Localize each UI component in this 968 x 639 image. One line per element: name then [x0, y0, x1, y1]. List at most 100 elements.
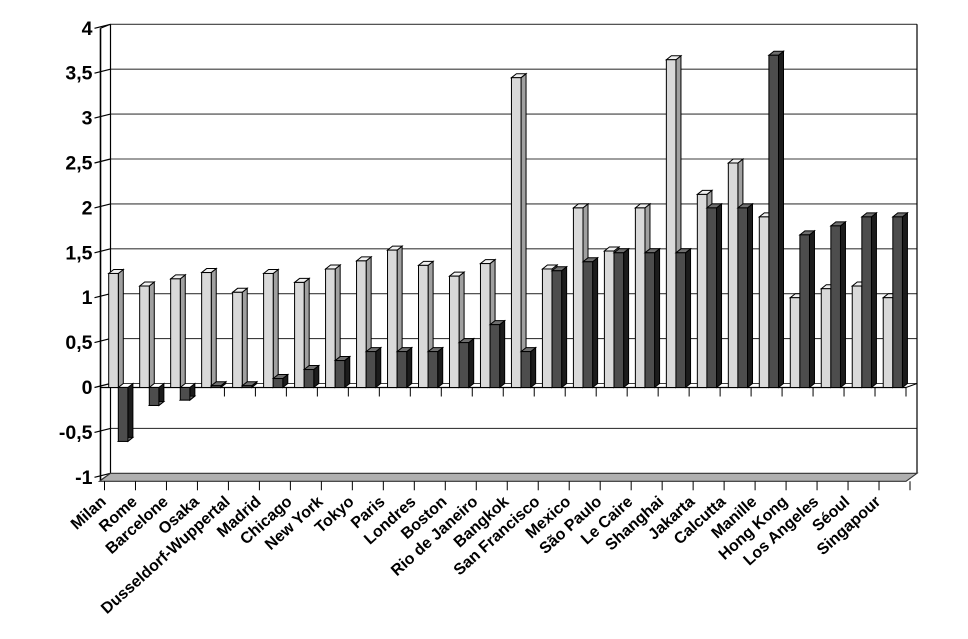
bar-dark-gray-londres-face — [437, 346, 444, 389]
bar-dark-gray-tokyo-face — [375, 346, 382, 389]
y-label-8: 0 — [82, 377, 93, 399]
bar-dark-gray-le-caire-face — [654, 247, 661, 389]
y-tick-4 — [94, 203, 111, 209]
bar-dark-gray-manille — [767, 50, 785, 389]
bar-dark-gray-jakarta — [705, 202, 723, 389]
bar-light-gray-dusseldorf-wuppertal-face — [241, 287, 248, 389]
bar-light-gray-los-angeles-front — [820, 288, 832, 388]
bar-light-gray-san-francisco-front — [541, 268, 553, 388]
bar-dark-gray-shanghai — [674, 247, 692, 389]
bar-light-gray-osaka-front — [201, 272, 212, 388]
bar-dark-gray-rome — [147, 382, 166, 407]
bar-light-gray-milan-face — [117, 268, 124, 389]
bar-dark-gray-san-francisco — [550, 265, 569, 389]
bar-light-gray-hong-kong-front — [789, 297, 801, 389]
bar-dark-gray-mexico-face — [592, 256, 599, 389]
bar-dark-gray-tokyo — [364, 346, 383, 389]
bar-dark-gray-bangkok-front — [520, 351, 532, 388]
bar-dark-gray-rome-front — [148, 387, 160, 406]
bar-light-gray-manille-front — [758, 216, 770, 388]
bar-dark-gray-chicago — [302, 364, 321, 389]
bar-dark-gray-bangkok-face — [530, 346, 537, 389]
bar-light-gray-boston-front — [448, 275, 460, 389]
bar-light-gray-jakarta-front — [696, 193, 708, 388]
bar-dark-gray-san-francisco-face — [561, 265, 568, 389]
bar-light-gray-chicago-front — [294, 281, 305, 388]
bar-light-gray-osaka — [200, 267, 218, 389]
bar-dark-gray-milan-face — [127, 382, 134, 443]
bar-light-gray-bangkok-face — [520, 72, 527, 389]
bar-light-gray-rome-front — [139, 285, 150, 388]
bar-light-gray-osaka-face — [210, 267, 217, 389]
bar-dark-gray-le-caire — [643, 247, 661, 389]
bar-light-gray-bangkok-front — [510, 77, 522, 388]
bar-dark-gray-le-caire-front — [644, 252, 656, 388]
y-label-0: 4 — [82, 18, 93, 40]
bar-dark-gray-seoul-front — [861, 216, 872, 388]
bar-dark-gray-singapour — [891, 211, 909, 389]
chart-floor — [97, 472, 919, 482]
bar-dark-gray-chicago-front — [303, 369, 315, 389]
bar-dark-gray-barcelone-front — [179, 387, 191, 401]
bar-light-gray-rome-face — [148, 280, 155, 389]
bar-light-gray-tokyo-front — [356, 260, 367, 388]
bar-dark-gray-paris-face — [406, 346, 413, 389]
bar-dark-gray-milan — [116, 382, 135, 443]
bar-dark-gray-manille-face — [777, 50, 784, 389]
bar-light-gray-bangkok — [510, 72, 528, 389]
bar-dark-gray-calcutta-front — [737, 207, 749, 388]
bar-light-gray-le-caire-front — [634, 207, 646, 388]
bar-light-gray-madrid-front — [263, 272, 274, 389]
y-tick-2 — [94, 113, 111, 119]
bar-dark-gray-boston-face — [468, 337, 475, 389]
bar-dark-gray-londres-front — [427, 351, 439, 388]
bar-light-gray-singapour-front — [882, 297, 894, 389]
y-tick-3 — [94, 158, 111, 164]
bar-dark-gray-madrid — [271, 373, 290, 389]
bar-dark-gray-paris-front — [396, 351, 408, 388]
y-tick-10 — [94, 472, 111, 478]
bar-dark-gray-jakarta-face — [716, 202, 723, 389]
bar-light-gray-barcelone-front — [170, 278, 181, 389]
bar-dark-gray-los-angeles — [829, 220, 847, 389]
bar-dark-gray-dusseldorf-wuppertal-front — [241, 385, 253, 389]
bar-dark-gray-osaka-front — [210, 385, 222, 389]
bar-light-gray-milan — [107, 268, 125, 389]
bar-dark-gray-calcutta-face — [747, 202, 754, 389]
bar-light-gray-seoul-front — [851, 285, 863, 388]
bar-light-gray-dusseldorf-wuppertal — [231, 287, 249, 389]
bar-light-gray-mexico-front — [572, 207, 584, 388]
bar-light-gray-calcutta-front — [727, 162, 739, 388]
bar-light-gray-rome — [138, 280, 156, 389]
bar-dark-gray-hong-kong-front — [799, 234, 810, 388]
bar-dark-gray-paris — [395, 346, 414, 389]
y-tick-0 — [94, 23, 111, 29]
bar-light-gray-barcelone — [169, 273, 187, 389]
bar-dark-gray-boston-front — [458, 342, 470, 389]
y-label-7: 0,5 — [65, 332, 92, 354]
bar-dark-gray-los-angeles-front — [830, 225, 841, 388]
bar-dark-gray-sao-paulo-face — [623, 247, 630, 389]
bar-light-gray-chicago — [293, 277, 311, 389]
bar-light-gray-barcelone-face — [179, 273, 186, 389]
bar-dark-gray-rio-de-janeiro-face — [499, 319, 506, 389]
bar-dark-gray-rio-de-janeiro-front — [489, 324, 501, 389]
bar-dark-gray-calcutta — [736, 202, 754, 389]
bar-dark-gray-singapour-face — [901, 211, 908, 389]
bar-dark-gray-seoul-face — [870, 211, 877, 389]
bar-light-gray-londres-front — [418, 264, 429, 389]
bar-dark-gray-bangkok — [519, 346, 538, 389]
bar-light-gray-rio-de-janeiro-front — [479, 263, 491, 388]
bar-dark-gray-shanghai-front — [675, 252, 687, 388]
bar-dark-gray-shanghai-face — [685, 247, 692, 389]
y-tick-5 — [94, 248, 111, 254]
bar-dark-gray-hong-kong — [798, 229, 816, 389]
bar-dark-gray-new-york-front — [334, 360, 346, 388]
y-tick-6 — [94, 293, 111, 299]
y-label-2: 3 — [82, 108, 93, 130]
bar-dark-gray-mexico — [581, 256, 600, 389]
bar-dark-gray-los-angeles-face — [839, 220, 846, 389]
bar-light-gray-sao-paulo-front — [603, 250, 615, 388]
bar-dark-gray-san-francisco-front — [551, 270, 563, 389]
